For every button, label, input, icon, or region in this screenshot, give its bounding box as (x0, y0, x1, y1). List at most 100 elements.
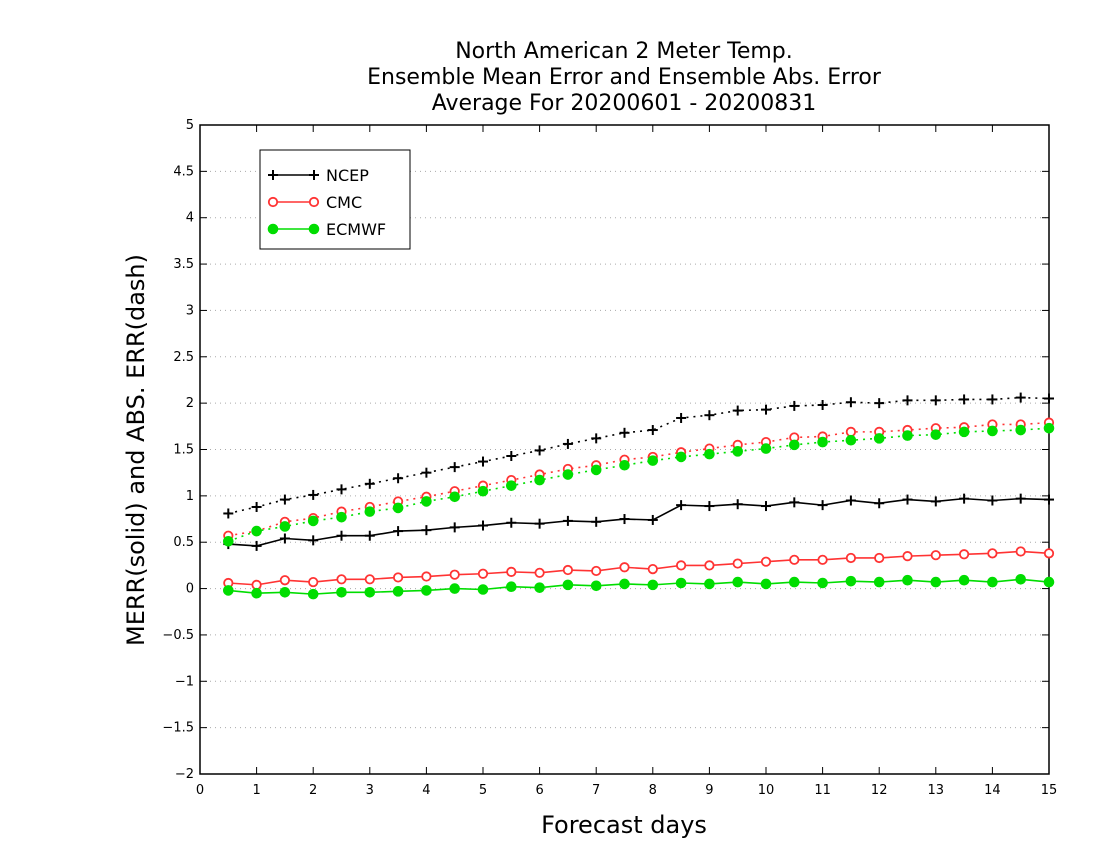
series-layer (223, 392, 1055, 600)
data-point (223, 535, 234, 547)
x-tick-label: 14 (984, 783, 1001, 798)
series-ncep-abs-error (223, 392, 1054, 519)
data-point (1015, 392, 1026, 403)
legend-marker (267, 196, 279, 208)
x-tick-label: 11 (814, 783, 831, 798)
legend-marker (268, 170, 278, 180)
legend-item-ncep: NCEP (268, 166, 369, 185)
data-point (421, 467, 432, 478)
y-tick-label: 2.5 (173, 350, 194, 365)
x-tick-label: 0 (196, 783, 204, 798)
data-point (845, 575, 857, 587)
data-point (789, 576, 800, 588)
data-point (477, 568, 489, 579)
legend-label: CMC (326, 193, 362, 212)
data-point (959, 394, 970, 405)
data-point (619, 578, 630, 590)
y-tick-label: 0 (186, 582, 194, 597)
y-tick-label: 1.5 (173, 443, 194, 458)
x-tick-label: 2 (309, 783, 317, 798)
x-tick-label: 3 (366, 783, 374, 798)
x-tick-label: 1 (252, 783, 260, 798)
data-point (223, 508, 234, 519)
data-point (1043, 422, 1055, 434)
data-point (591, 565, 602, 577)
data-point (1015, 546, 1026, 557)
data-point (478, 520, 488, 531)
data-point (1015, 424, 1027, 436)
data-point (336, 511, 347, 523)
data-point (251, 525, 262, 537)
legend-label: NCEP (326, 166, 369, 185)
data-point (675, 560, 687, 571)
data-point (421, 585, 432, 596)
data-point (704, 501, 715, 512)
data-point (873, 433, 885, 444)
data-point (874, 398, 885, 409)
series-line (228, 550, 1050, 586)
data-point (1015, 574, 1027, 585)
title-line-1: North American 2 Meter Temp. (455, 39, 793, 64)
data-point (534, 445, 545, 456)
x-tick-label: 13 (928, 783, 945, 798)
data-point (279, 533, 290, 544)
data-point (619, 459, 630, 471)
data-point (506, 480, 517, 491)
data-point (421, 496, 432, 507)
data-point (902, 395, 913, 406)
data-point (279, 586, 291, 598)
data-point (902, 551, 913, 562)
data-point (817, 399, 828, 410)
data-point (336, 484, 347, 495)
x-axis: 0 1 2 3 4 5 6 7 8 9 10 11 12 13 14 15 (196, 125, 1057, 798)
data-point (477, 584, 489, 595)
data-point (647, 564, 658, 575)
title-line-3: Average For 20200601 - 20200831 (432, 91, 817, 116)
legend-box (259, 149, 411, 250)
data-point (647, 425, 658, 436)
legend-marker (267, 223, 279, 235)
legend-marker (308, 223, 320, 235)
series-line (228, 427, 1050, 543)
data-point (675, 451, 687, 463)
legend: NCEP CMC ECMWF (259, 149, 411, 250)
series-cmc-mean-error (223, 546, 1055, 590)
data-point (308, 489, 319, 500)
x-tick-label: 6 (535, 783, 543, 798)
x-axis-title: Forecast days (541, 811, 707, 839)
data-point (591, 516, 602, 527)
data-point (364, 530, 375, 541)
data-point (562, 564, 574, 576)
data-point (364, 586, 376, 598)
data-point (279, 494, 290, 505)
data-point (761, 501, 771, 512)
y-tick-label: −2 (175, 767, 194, 782)
data-point (449, 569, 460, 580)
data-point (506, 581, 517, 593)
data-point (1044, 494, 1054, 505)
data-point (987, 425, 998, 437)
data-point (1015, 493, 1026, 504)
x-tick-label: 4 (422, 783, 430, 798)
data-point (732, 558, 743, 569)
data-point (647, 455, 659, 466)
data-point (393, 526, 404, 537)
data-point (987, 576, 998, 588)
data-point (902, 430, 913, 441)
data-point (393, 473, 404, 484)
data-point (279, 575, 290, 586)
y-axis-title: MERR(solid) and ABS. ERR(dash) (122, 254, 150, 646)
data-point (987, 495, 998, 506)
data-point (336, 574, 347, 585)
data-point (449, 491, 461, 503)
y-tick-label: 2 (186, 396, 194, 411)
data-point (590, 580, 602, 592)
data-point (930, 576, 942, 588)
data-point (562, 515, 573, 526)
data-point (308, 535, 319, 546)
x-tick-label: 12 (871, 783, 888, 798)
data-point (449, 462, 460, 473)
data-point (789, 439, 800, 451)
data-point (845, 434, 857, 446)
data-point (421, 571, 432, 582)
